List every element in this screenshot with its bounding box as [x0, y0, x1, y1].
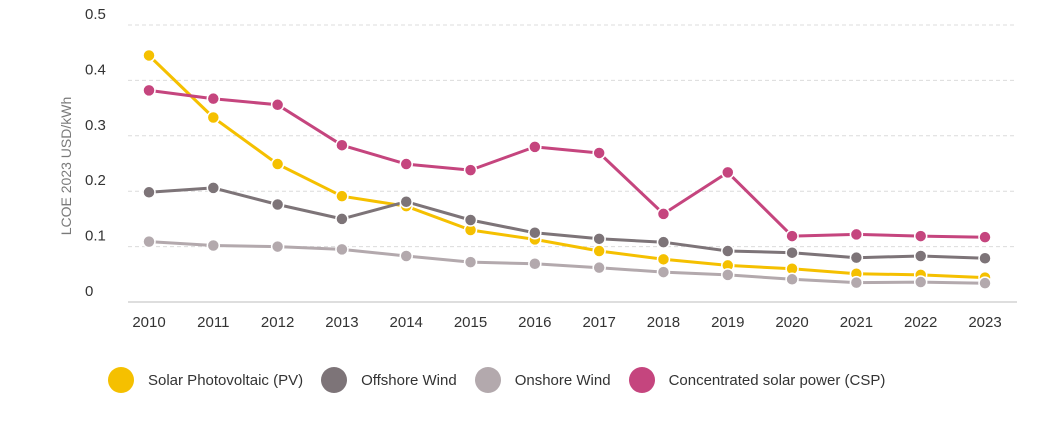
series-points-onshore-wind	[142, 234, 992, 290]
data-point	[463, 163, 478, 177]
data-point	[528, 257, 542, 271]
data-point	[270, 98, 285, 112]
x-tick-label: 2010	[132, 314, 165, 331]
legend-item: Onshore Wind	[474, 367, 611, 393]
data-point	[592, 146, 606, 160]
data-point	[335, 212, 349, 226]
x-tick-label: 2013	[325, 314, 358, 331]
x-tick-label: 2018	[647, 314, 680, 331]
series-line-offshore-wind	[148, 186, 986, 260]
legend: Solar Photovoltaic (PV) Offshore Wind Onsh…	[108, 367, 903, 393]
data-point	[399, 194, 413, 209]
series-line-concentrated-solar-power-csp	[148, 88, 986, 239]
data-point	[913, 229, 928, 243]
data-point	[463, 255, 478, 269]
data-point	[528, 226, 542, 240]
data-point	[656, 265, 671, 279]
series-lines	[147, 54, 986, 285]
data-point	[142, 234, 156, 249]
data-point	[978, 230, 992, 244]
data-point	[592, 260, 606, 275]
data-point	[399, 157, 413, 171]
x-tick-labels: 2010 2011 2012 2013 2014 2015 2016 2017 2018 2019…	[132, 314, 1001, 331]
x-tick-label: 2016	[518, 314, 551, 331]
data-point	[335, 242, 349, 257]
y-tick-label: 0.4	[85, 61, 106, 78]
data-point	[785, 229, 799, 243]
x-tick-label: 2021	[840, 314, 873, 331]
x-tick-label: 2023	[968, 314, 1001, 331]
data-point	[978, 276, 992, 290]
data-point	[656, 207, 671, 221]
data-point	[463, 213, 478, 227]
data-point	[785, 272, 799, 287]
legend-item: Concentrated solar power (CSP)	[628, 367, 886, 393]
data-point	[206, 110, 221, 125]
x-tick-label: 2014	[390, 314, 423, 331]
legend-swatch	[474, 367, 501, 393]
data-point	[721, 268, 735, 282]
x-tick-label: 2019	[711, 314, 744, 331]
lcoe-line-chart: 00.10.20.30.40.5 2010 2011 2012 2013 2014 201…	[58, 6, 1017, 331]
data-point	[656, 235, 671, 249]
x-tick-label: 2015	[454, 314, 487, 331]
series-points-solar-photovoltaic-pv	[142, 48, 992, 285]
series-line-onshore-wind	[148, 240, 986, 285]
x-tick-label: 2012	[261, 314, 294, 331]
data-point	[849, 250, 864, 265]
data-point	[785, 245, 799, 260]
data-point	[656, 252, 671, 267]
data-point	[142, 83, 156, 98]
x-tick-label: 2020	[775, 314, 808, 331]
data-point	[849, 275, 864, 290]
data-point	[142, 185, 156, 200]
y-tick-label: 0	[85, 283, 93, 300]
data-point	[270, 239, 285, 254]
data-point	[270, 157, 285, 171]
legend-item: Solar Photovoltaic (PV)	[108, 367, 303, 393]
y-tick-label: 0.3	[85, 117, 106, 134]
data-point	[592, 232, 606, 246]
x-tick-label: 2022	[904, 314, 937, 331]
y-axis-title: LCOE 2023 USD/kWh	[58, 97, 74, 236]
legend-label: Concentrated solar power (CSP)	[668, 371, 886, 389]
x-tick-label: 2011	[197, 314, 229, 331]
data-point	[142, 48, 156, 63]
legend-swatch	[321, 367, 348, 393]
gridlines	[128, 24, 1017, 303]
series-line-solar-photovoltaic-pv	[147, 54, 986, 280]
legend-label: Solar Photovoltaic (PV)	[148, 371, 304, 389]
data-point	[335, 138, 349, 152]
data-point	[978, 251, 992, 265]
data-point	[721, 165, 735, 180]
data-point	[528, 140, 542, 154]
y-tick-label: 0.1	[85, 228, 106, 245]
data-point	[721, 244, 735, 258]
legend-swatch	[108, 367, 134, 393]
data-point	[849, 227, 864, 242]
x-tick-label: 2017	[582, 314, 615, 331]
y-tick-labels: 0 0.1 0.2 0.3 0.4 0.5	[85, 6, 106, 300]
legend-item: Offshore Wind	[321, 367, 457, 393]
y-tick-label: 0.2	[85, 172, 106, 189]
y-tick-label: 0.5	[85, 6, 106, 23]
data-point	[335, 189, 349, 203]
legend-label: Offshore Wind	[361, 371, 457, 389]
data-point	[913, 275, 928, 289]
series-points-offshore-wind	[142, 181, 992, 265]
data-point	[206, 181, 221, 195]
legend-swatch	[628, 367, 655, 393]
legend-label: Onshore Wind	[514, 371, 611, 389]
series-points-concentrated-solar-power-csp	[142, 83, 992, 244]
data-point	[270, 197, 285, 212]
data-point	[913, 249, 928, 263]
data-point	[206, 238, 221, 253]
data-point	[399, 249, 413, 263]
data-point	[592, 244, 606, 258]
series-points	[142, 48, 992, 290]
data-point	[206, 91, 221, 106]
